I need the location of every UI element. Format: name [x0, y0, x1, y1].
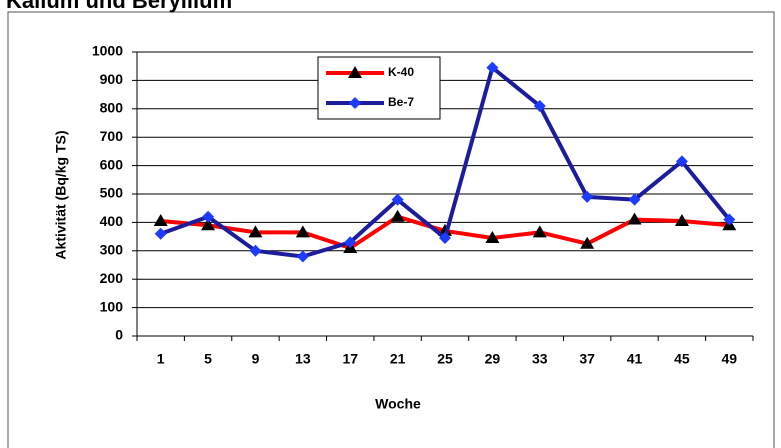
legend-label: Be-7: [388, 95, 414, 109]
data-point: [391, 193, 404, 206]
legend-marker: [348, 66, 362, 78]
y-tick-label: 200: [100, 270, 124, 286]
legend-marker: [349, 97, 361, 109]
x-tick-label: 25: [437, 351, 453, 367]
y-tick-label: 300: [100, 242, 124, 258]
data-point: [627, 212, 642, 225]
y-tick-label: 400: [100, 213, 124, 229]
y-tick-label: 600: [100, 156, 124, 172]
data-point: [675, 155, 688, 168]
y-tick-label: 500: [100, 185, 124, 201]
data-point: [485, 231, 500, 244]
data-point: [295, 225, 310, 238]
data-point: [248, 225, 263, 238]
y-tick-label: 900: [100, 71, 124, 87]
x-axis-label: Woche: [375, 396, 421, 412]
x-tick-label: 9: [252, 351, 260, 367]
y-tick-label: 0: [115, 327, 123, 343]
data-point: [486, 61, 499, 74]
x-tick-label: 21: [390, 351, 406, 367]
x-tick-label: 17: [342, 351, 358, 367]
data-point: [723, 213, 736, 226]
data-point: [628, 193, 641, 206]
x-tick-label: 5: [204, 351, 212, 367]
x-tick-label: 45: [674, 351, 690, 367]
data-point: [153, 213, 168, 226]
x-tick-label: 49: [722, 351, 738, 367]
legend-box: [317, 56, 441, 120]
chart-title: Kalium und Beryllium: [6, 0, 232, 13]
x-tick-label: 37: [579, 351, 595, 367]
y-tick-label: 100: [100, 298, 124, 314]
data-point: [202, 210, 215, 223]
x-tick-label: 29: [485, 351, 501, 367]
y-tick-label: 700: [100, 128, 124, 144]
data-point: [154, 227, 167, 240]
data-point: [674, 213, 689, 226]
data-point: [581, 190, 594, 203]
data-point: [533, 99, 546, 112]
data-point: [296, 250, 309, 263]
y-axis-label: Aktivität (Bq/kg TS): [53, 130, 69, 259]
data-point: [344, 236, 357, 249]
legend-label: K-40: [388, 65, 414, 79]
data-point: [580, 236, 595, 249]
data-point: [390, 209, 405, 222]
data-point: [439, 232, 451, 245]
y-tick-label: 800: [100, 100, 124, 116]
x-tick-label: 41: [627, 351, 643, 367]
data-point: [201, 218, 216, 231]
data-point: [249, 244, 262, 257]
x-tick-label: 33: [532, 351, 548, 367]
y-tick-label: 1000: [92, 43, 123, 59]
x-tick-label: 1: [157, 351, 165, 367]
data-point: [532, 225, 547, 238]
x-tick-label: 13: [295, 351, 311, 367]
